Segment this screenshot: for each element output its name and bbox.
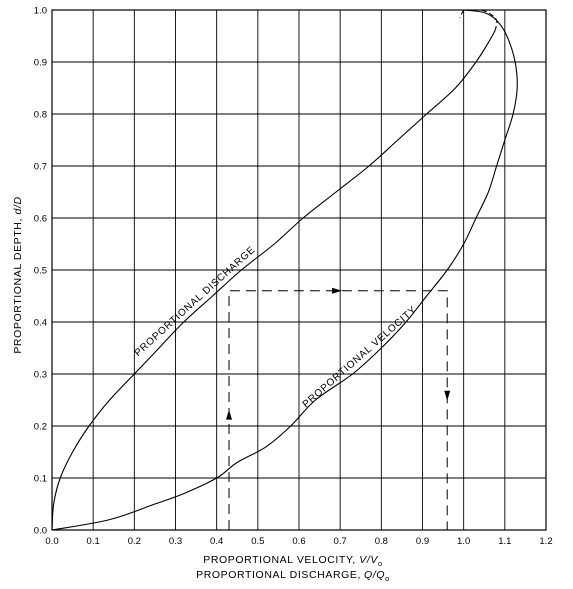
example-path	[226, 287, 451, 530]
x-tick-label: 1.0	[457, 536, 470, 547]
y-tick-label: 0.9	[34, 58, 47, 69]
x-axis-title-discharge: PROPORTIONAL DISCHARGE, Q/Qo	[196, 569, 390, 583]
y-tick-label: 0.5	[34, 266, 47, 277]
curves	[51, 9, 518, 531]
y-tick-label: 0.6	[34, 214, 47, 225]
x-tick-label: 0.9	[416, 536, 429, 547]
x-tick-label: 0.3	[169, 536, 182, 547]
y-tick-label: 0.7	[34, 162, 47, 173]
y-tick-label: 1.0	[34, 6, 47, 17]
velocity-curve-dashed	[459, 9, 465, 19]
velocity-curve-label: PROPORTIONAL VELOCITY	[301, 304, 419, 410]
x-tick-label: 0.5	[251, 536, 264, 547]
x-tick-label: 0.7	[334, 536, 347, 547]
x-tick-label: 1.2	[539, 536, 552, 547]
discharge-curve-dashed	[479, 9, 498, 31]
y-tick-label: 0.3	[34, 370, 47, 381]
plot-frame	[51, 9, 547, 531]
x-tick-label: 1.1	[498, 536, 511, 547]
x-axis-title-velocity: PROPORTIONAL VELOCITY, V/Vo	[203, 554, 383, 568]
y-axis-title: PROPORTIONAL DEPTH, d/D	[12, 196, 24, 353]
discharge-curve	[51, 30, 496, 531]
arrow-right	[332, 287, 343, 294]
y-tick-label: 0.8	[34, 110, 47, 121]
x-tick-label: 0.8	[375, 536, 388, 547]
y-tick-labels: 0.0 0.1 0.2 0.3 0.4 0.5 0.6 0.7 0.8 0.9 1.0	[34, 6, 47, 537]
grid	[51, 9, 547, 531]
arrow-down	[444, 390, 451, 401]
x-tick-label: 0.2	[128, 536, 141, 547]
example-dashed-line	[228, 290, 448, 530]
y-tick-label: 0.0	[34, 526, 47, 537]
x-tick-label: 0.4	[210, 536, 223, 547]
velocity-curve	[51, 9, 518, 531]
x-tick-label: 0.6	[292, 536, 305, 547]
y-tick-label: 0.2	[34, 422, 47, 433]
x-tick-label: 0.1	[87, 536, 100, 547]
x-tick-labels: 0.0 0.1 0.2 0.3 0.4 0.5 0.6 0.7 0.8 0.9 1.0 1.1 1.2	[45, 536, 552, 547]
y-tick-label: 0.1	[34, 474, 47, 485]
discharge-curve-label: PROPORTIONAL DISCHARGE	[133, 244, 258, 359]
x-tick-label: 0.0	[45, 536, 58, 547]
arrow-up	[226, 409, 233, 420]
y-tick-label: 0.4	[34, 318, 47, 329]
